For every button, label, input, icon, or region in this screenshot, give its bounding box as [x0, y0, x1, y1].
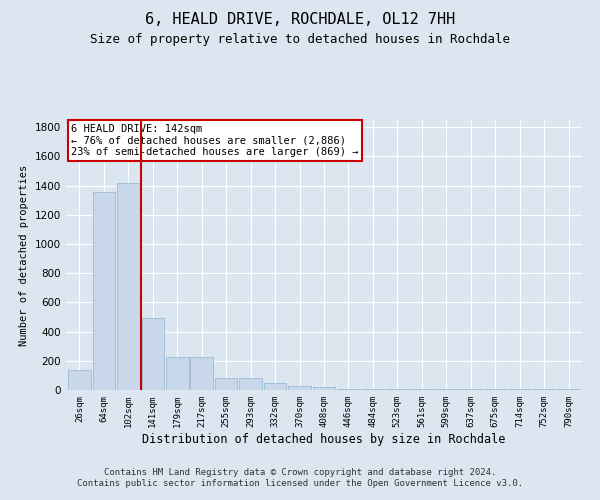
Bar — [337, 388, 360, 390]
Bar — [142, 318, 164, 390]
Bar — [117, 183, 140, 390]
Bar — [190, 357, 213, 390]
Bar — [288, 386, 311, 390]
Bar — [557, 388, 580, 390]
Y-axis label: Number of detached properties: Number of detached properties — [19, 164, 29, 346]
Bar — [239, 378, 262, 390]
Bar — [508, 388, 531, 390]
X-axis label: Distribution of detached houses by size in Rochdale: Distribution of detached houses by size … — [142, 432, 506, 446]
Bar — [410, 388, 433, 390]
Bar — [484, 388, 506, 390]
Bar — [362, 388, 384, 390]
Bar — [68, 370, 91, 390]
Text: Contains HM Land Registry data © Crown copyright and database right 2024.
Contai: Contains HM Land Registry data © Crown c… — [77, 468, 523, 487]
Text: 6, HEALD DRIVE, ROCHDALE, OL12 7HH: 6, HEALD DRIVE, ROCHDALE, OL12 7HH — [145, 12, 455, 28]
Text: 6 HEALD DRIVE: 142sqm
← 76% of detached houses are smaller (2,886)
23% of semi-d: 6 HEALD DRIVE: 142sqm ← 76% of detached … — [71, 124, 359, 157]
Bar — [313, 387, 335, 390]
Bar — [435, 388, 458, 390]
Text: Size of property relative to detached houses in Rochdale: Size of property relative to detached ho… — [90, 32, 510, 46]
Bar — [215, 378, 238, 390]
Bar — [92, 192, 115, 390]
Bar — [264, 383, 286, 390]
Bar — [533, 388, 556, 390]
Bar — [460, 388, 482, 390]
Bar — [386, 388, 409, 390]
Bar — [166, 357, 188, 390]
